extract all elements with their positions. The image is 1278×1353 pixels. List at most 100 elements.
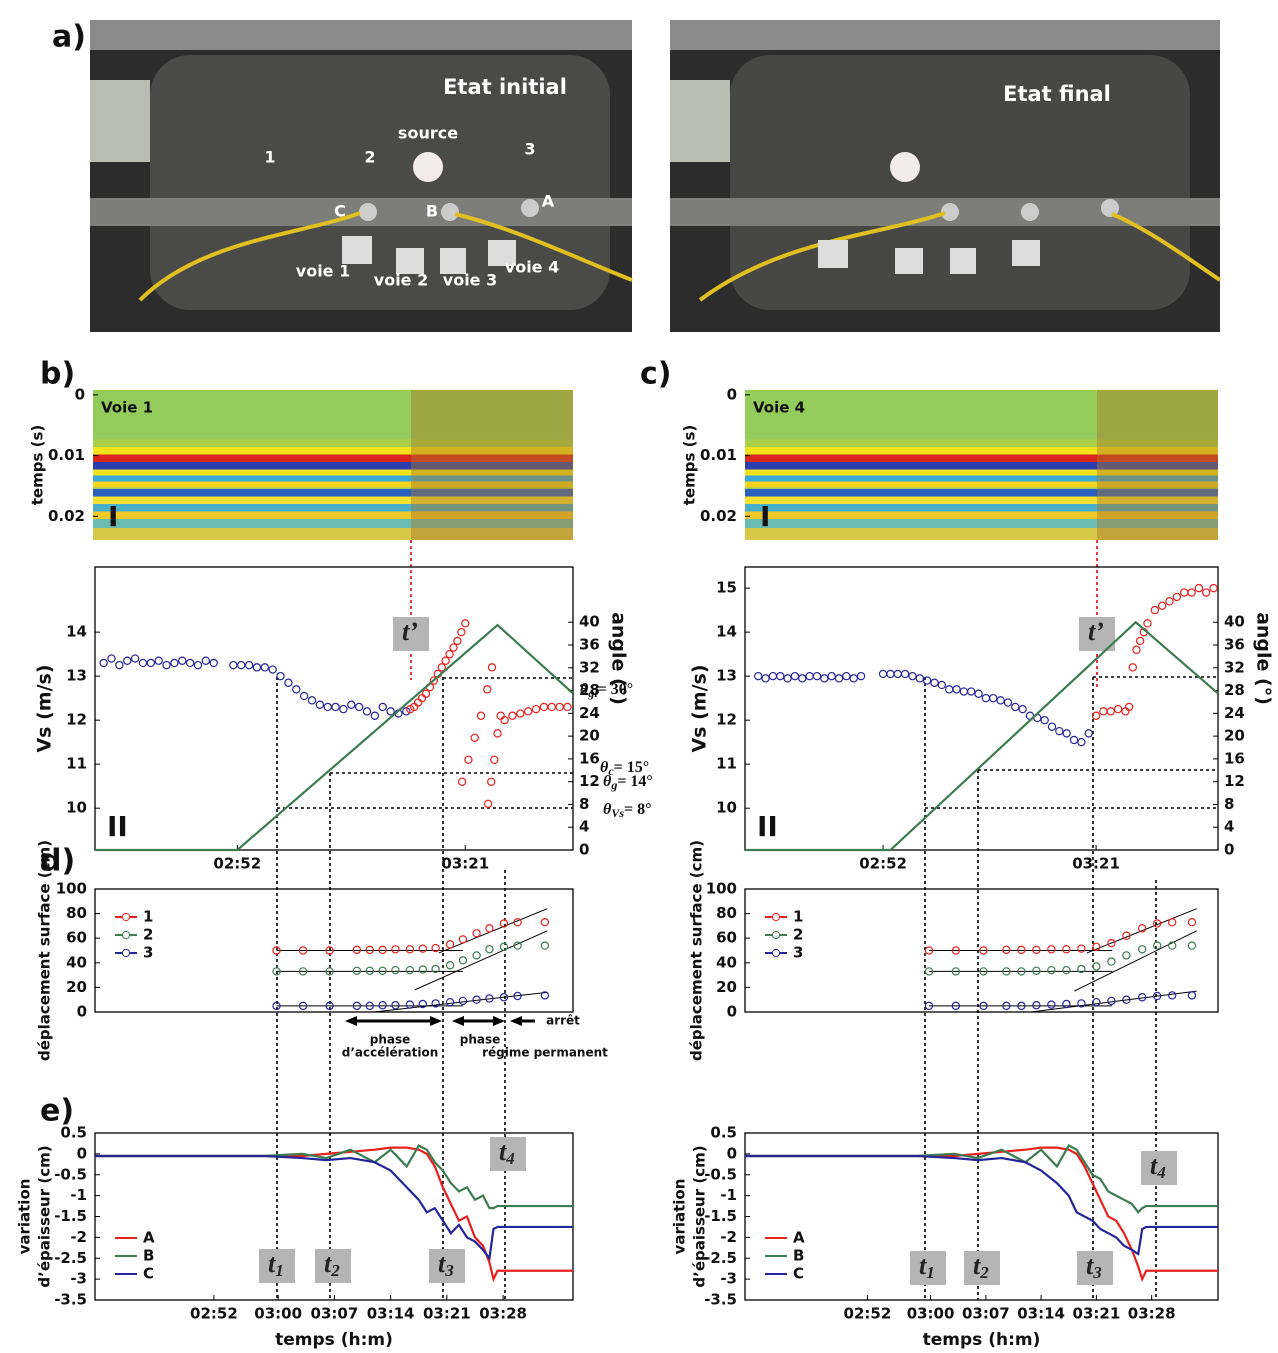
data-point — [523, 707, 533, 716]
time-marker: t’ — [1088, 617, 1104, 646]
phase-label: phase — [460, 1033, 501, 1047]
data-point — [457, 627, 466, 637]
data-point — [499, 942, 509, 952]
data-point — [272, 946, 281, 955]
y-tick-label: -2.5 — [54, 1249, 87, 1267]
data-point — [539, 702, 549, 712]
y-tick-label: 0 — [727, 1003, 737, 1021]
marker-box — [393, 617, 429, 651]
marker-base: t — [973, 1251, 981, 1280]
marker-box — [964, 1251, 1000, 1285]
legend-label: 2 — [143, 926, 153, 944]
data-point — [1165, 597, 1174, 606]
y2-tick-label: 4 — [579, 818, 589, 836]
data-point — [1172, 592, 1182, 602]
y-tick-label: -2.5 — [704, 1249, 737, 1267]
data-point — [1092, 962, 1101, 971]
x-tick-label: 03:28 — [479, 1305, 527, 1323]
data-point — [370, 711, 380, 720]
marker-base: t — [268, 1249, 276, 1278]
data-point — [1003, 698, 1013, 707]
spectrogram-band — [93, 475, 573, 482]
x-tick-label: 03:00 — [907, 1305, 955, 1323]
legend-label: A — [793, 1229, 805, 1247]
photo-title: Etat final — [1003, 82, 1111, 106]
data-point — [1055, 726, 1064, 736]
data-point — [1187, 991, 1197, 1000]
theta-sub: c — [608, 764, 614, 778]
y-tick-label: 12 — [716, 711, 737, 729]
data-point — [1092, 942, 1101, 952]
data-point — [378, 702, 387, 712]
legend-label: C — [793, 1265, 804, 1283]
y-tick-label: -3 — [720, 1270, 737, 1288]
data-point — [979, 1001, 988, 1011]
data-point — [563, 702, 572, 712]
data-point — [1209, 583, 1218, 593]
data-point — [298, 946, 308, 955]
x-tick-label: 03:07 — [311, 1305, 359, 1323]
y-tick-label: 12 — [66, 711, 87, 729]
data-point — [1107, 996, 1116, 1006]
time-marker: t2 — [324, 1249, 340, 1280]
data-point — [959, 687, 969, 696]
data-point — [386, 707, 395, 716]
data-point — [1047, 965, 1056, 975]
data-point — [472, 951, 481, 960]
y-tick-label: 10 — [66, 799, 87, 817]
spectrogram-shade — [1097, 390, 1218, 540]
spectrogram-label: Voie 1 — [101, 399, 153, 417]
data-point — [908, 671, 917, 681]
data-point — [1091, 711, 1101, 720]
data-point — [229, 660, 238, 670]
data-point — [464, 755, 473, 764]
y-tick-label: 100 — [56, 880, 87, 898]
marker-base: t — [1086, 1251, 1094, 1280]
data-point — [405, 1000, 415, 1009]
data-point — [979, 946, 988, 955]
x-axis-label: temps (h:m) — [275, 1330, 393, 1350]
spectrogram-band — [93, 504, 573, 512]
data-point — [1002, 967, 1011, 976]
y-tick-label: 0 — [727, 1144, 737, 1162]
data-point — [185, 658, 195, 668]
y-tick-label: -1 — [720, 1186, 737, 1204]
data-point — [331, 702, 340, 712]
data-point — [1040, 715, 1049, 725]
data-point — [1150, 605, 1160, 615]
data-point — [981, 693, 991, 703]
data-point — [930, 678, 939, 687]
data-point — [1157, 601, 1167, 610]
data-point — [924, 1001, 934, 1011]
time-marker: t4 — [1150, 1151, 1166, 1182]
data-point — [431, 999, 440, 1008]
marker-box — [1079, 617, 1115, 651]
photo-label: B — [426, 202, 438, 221]
data-point — [886, 669, 895, 679]
y-tick-label: 11 — [66, 755, 87, 773]
panel-label: e) — [40, 1094, 74, 1129]
y-tick-label: -1.5 — [54, 1207, 87, 1225]
fit-line — [374, 991, 548, 1013]
data-point — [783, 674, 792, 683]
y2-tick-label: 0 — [1224, 841, 1234, 859]
data-point — [178, 656, 187, 665]
data-point — [429, 676, 439, 685]
data-point — [123, 656, 132, 665]
spectrogram-band — [745, 462, 1218, 470]
y2-tick-label: 16 — [1224, 749, 1245, 767]
plot-frame — [744, 566, 1219, 851]
data-point — [856, 671, 866, 681]
spectrogram-band — [745, 481, 1218, 488]
data-point — [284, 678, 293, 687]
y-tick-label: 0.01 — [48, 446, 85, 464]
data-point — [483, 799, 493, 808]
spectrogram-band — [93, 469, 573, 476]
x-tick-label: 03:21 — [441, 855, 489, 873]
data-point — [458, 996, 468, 1006]
y2-tick-label: 12 — [579, 772, 600, 790]
data-point — [162, 660, 171, 670]
x-tick-label: 03:21 — [1073, 1305, 1121, 1323]
data-line — [95, 1154, 573, 1262]
spectrogram-band — [745, 439, 1218, 447]
